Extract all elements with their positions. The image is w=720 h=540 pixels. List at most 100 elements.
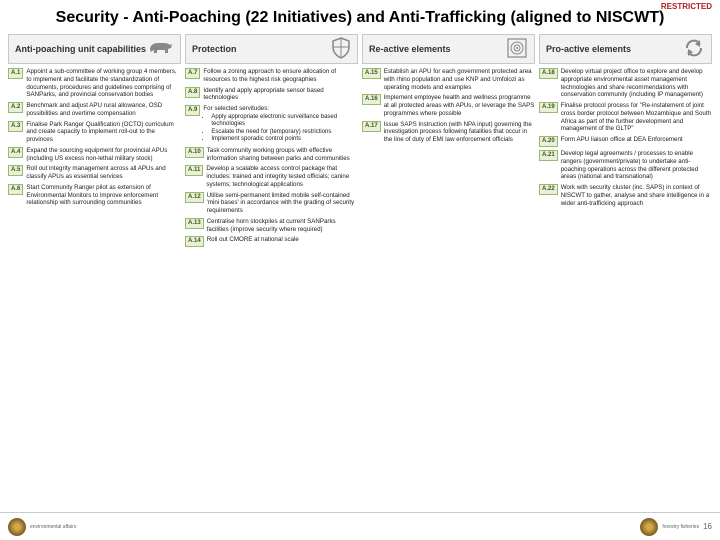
item-badge: A.2 — [8, 102, 23, 113]
item-text: Implement employee health and wellness p… — [384, 94, 535, 117]
list-item: A.7Follow a zoning approach to ensure al… — [185, 68, 358, 84]
item-bullets: Apply appropriate electronic surveillanc… — [203, 114, 358, 144]
list-item: A.6Start Community Ranger pilot as exten… — [8, 184, 181, 207]
column-header: Re-active elements — [362, 34, 535, 64]
footer-left: environmental affairs — [8, 518, 76, 536]
list-item: A.9For selected servitudes:Apply appropr… — [185, 105, 358, 144]
list-item: A.2Benchmark and adjust APU rural allowa… — [8, 102, 181, 118]
columns-container: Anti-poaching unit capabilities A.1Appoin… — [0, 32, 720, 250]
list-item: A.3Finalise Park Ranger Qualification (O… — [8, 121, 181, 144]
item-text: Develop a scalable access control packag… — [206, 165, 358, 188]
item-badge: A.15 — [362, 68, 381, 79]
column: Pro-active elements A.18Develop virtual p… — [539, 34, 712, 250]
item-text: Task community working groups with effec… — [207, 147, 358, 163]
item-badge: A.19 — [539, 102, 558, 113]
list-item: A.17Issue SAPS Instruction (with NPA inp… — [362, 121, 535, 144]
item-text: Finalise protocol process for "Re-instat… — [561, 102, 712, 133]
crest-icon — [8, 518, 26, 536]
item-text: Roll out CMORE at national scale — [207, 236, 299, 244]
item-text: Develop virtual project office to explor… — [561, 68, 712, 99]
item-badge: A.4 — [8, 147, 23, 158]
item-badge: A.21 — [539, 150, 558, 161]
list-item: A.14Roll out CMORE at national scale — [185, 236, 358, 247]
footer-left-text: environmental affairs — [30, 524, 76, 530]
item-text: Expand the sourcing equipment for provin… — [26, 147, 181, 163]
items-list: A.15Establish an APU for each government… — [362, 64, 535, 144]
rhino-icon — [148, 39, 174, 59]
item-text: Work with security cluster (inc. SAPS) i… — [561, 184, 712, 207]
item-badge: A.22 — [539, 184, 558, 195]
restricted-label: RESTRICTED — [661, 2, 712, 11]
list-item: A.10Task community working groups with e… — [185, 147, 358, 163]
item-badge: A.20 — [539, 136, 558, 147]
item-text: Follow a zoning approach to ensure alloc… — [203, 68, 358, 84]
item-badge: A.14 — [185, 236, 204, 247]
bullet: Apply appropriate electronic surveillanc… — [211, 114, 358, 129]
bullet: Escalate the need for (temporary) restri… — [211, 129, 358, 137]
item-text: Identify and apply appropriate sensor ba… — [203, 87, 358, 103]
column-header: Anti-poaching unit capabilities — [8, 34, 181, 64]
footer: environmental affairs forestry fisheries… — [0, 512, 720, 540]
items-list: A.1Appoint a sub-committee of working gr… — [8, 64, 181, 207]
item-badge: A.16 — [362, 94, 381, 105]
item-badge: A.1 — [8, 68, 23, 79]
item-text: Issue SAPS Instruction (with NPA input) … — [384, 121, 535, 144]
target-icon — [506, 37, 528, 61]
item-text: Roll out integrity management across all… — [26, 165, 181, 181]
item-badge: A.13 — [185, 218, 204, 229]
item-text: Benchmark and adjust APU rural allowance… — [26, 102, 181, 118]
item-badge: A.9 — [185, 105, 200, 116]
item-text: Centralise horn stockpiles at current SA… — [207, 218, 358, 234]
column-header-label: Re-active elements — [369, 44, 451, 54]
list-item: A.20Form APU liaison office at DEA Enfor… — [539, 136, 712, 147]
list-item: A.12Utilise semi-permanent limited mobil… — [185, 192, 358, 215]
footer-right: forestry fisheries 16 — [640, 518, 712, 536]
item-text: Form APU liaison office at DEA Enforceme… — [561, 136, 683, 144]
column-header: Pro-active elements — [539, 34, 712, 64]
bullet: Implement sporadic control points — [211, 136, 358, 144]
cycle-icon — [683, 37, 705, 61]
item-text: Establish an APU for each government pro… — [384, 68, 535, 91]
list-item: A.15Establish an APU for each government… — [362, 68, 535, 91]
column: Re-active elements A.15Establish an APU f… — [362, 34, 535, 250]
item-badge: A.7 — [185, 68, 200, 79]
list-item: A.13Centralise horn stockpiles at curren… — [185, 218, 358, 234]
list-item: A.4Expand the sourcing equipment for pro… — [8, 147, 181, 163]
item-text: Finalise Park Ranger Qualification (OCTO… — [26, 121, 181, 144]
item-text: Appoint a sub-committee of working group… — [26, 68, 181, 99]
footer-right-text: forestry fisheries — [662, 524, 699, 530]
list-item: A.5Roll out integrity management across … — [8, 165, 181, 181]
column-header-label: Anti-poaching unit capabilities — [15, 44, 146, 54]
list-item: A.18Develop virtual project office to ex… — [539, 68, 712, 99]
items-list: A.18Develop virtual project office to ex… — [539, 64, 712, 207]
item-badge: A.17 — [362, 121, 381, 132]
item-badge: A.5 — [8, 165, 23, 176]
item-badge: A.8 — [185, 87, 200, 98]
list-item: A.8Identify and apply appropriate sensor… — [185, 87, 358, 103]
page-title: Security - Anti-Poaching (22 Initiatives… — [0, 0, 720, 32]
item-badge: A.3 — [8, 121, 23, 132]
column: Protection A.7Follow a zoning approach to… — [185, 34, 358, 250]
item-text: For selected servitudes:Apply appropriat… — [203, 105, 358, 144]
column-header-label: Protection — [192, 44, 237, 54]
item-badge: A.18 — [539, 68, 558, 79]
list-item: A.19Finalise protocol process for "Re-in… — [539, 102, 712, 133]
column-header-label: Pro-active elements — [546, 44, 631, 54]
list-item: A.21Develop legal agreements / processes… — [539, 150, 712, 181]
item-text: Develop legal agreements / processes to … — [561, 150, 712, 181]
item-badge: A.6 — [8, 184, 23, 195]
list-item: A.16Implement employee health and wellne… — [362, 94, 535, 117]
column: Anti-poaching unit capabilities A.1Appoin… — [8, 34, 181, 250]
shield-icon — [331, 37, 351, 61]
list-item: A.22Work with security cluster (inc. SAP… — [539, 184, 712, 207]
list-item: A.1Appoint a sub-committee of working gr… — [8, 68, 181, 99]
item-badge: A.10 — [185, 147, 204, 158]
item-text: Start Community Ranger pilot as extensio… — [26, 184, 181, 207]
item-badge: A.11 — [185, 165, 203, 176]
item-badge: A.12 — [185, 192, 204, 203]
crest-icon — [640, 518, 658, 536]
items-list: A.7Follow a zoning approach to ensure al… — [185, 64, 358, 247]
page-number: 16 — [703, 522, 712, 531]
item-text: Utilise semi-permanent limited mobile se… — [207, 192, 358, 215]
column-header: Protection — [185, 34, 358, 64]
